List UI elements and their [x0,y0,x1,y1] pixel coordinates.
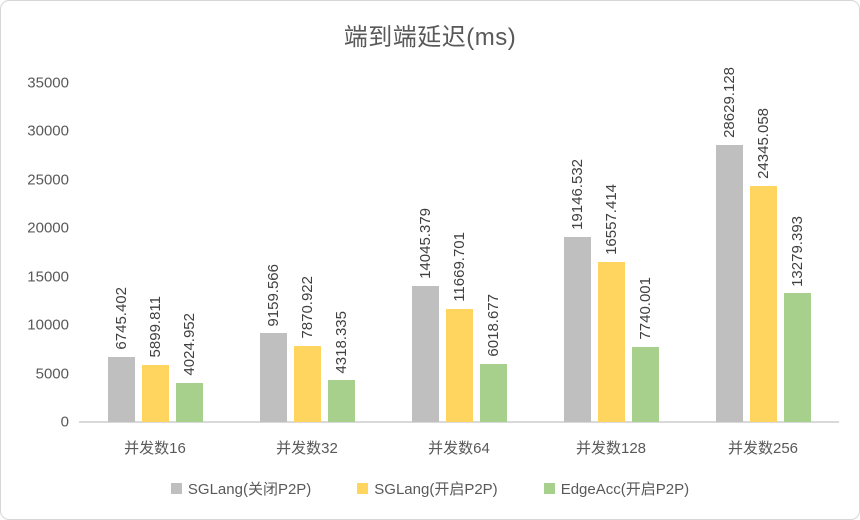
bar-value-label: 7740.001 [636,277,654,340]
bar-value-label: 28629.128 [720,66,738,138]
legend: SGLang(关闭P2P) SGLang(开启P2P) EdgeAcc(开启P2P) [1,478,859,499]
bar [445,309,473,422]
bar-value-label: 9159.566 [264,263,282,327]
plot-area: 6745.402 5899.811 4024.952 9159.566 7870.922… [79,67,839,422]
bar [141,364,169,422]
bar [479,363,507,422]
bar-column: 4318.335 [327,310,355,422]
bar-group: 9159.566 7870.922 4318.335 [231,83,383,422]
bar [107,356,135,422]
bar-value-label: 14045.379 [416,208,434,279]
bar-value-label: 5899.811 [146,296,164,358]
bar-column: 5899.811 [141,296,169,422]
bar [293,345,321,422]
x-axis-line [79,421,839,423]
bar-value-label: 19146.532 [568,158,586,230]
legend-label: SGLang(关闭P2P) [187,481,312,498]
y-tick-label: 0 [60,413,69,431]
bar-value-label: 24345.058 [754,108,772,180]
bar-column: 28629.128 [715,66,743,422]
bar-column: 11669.701 [445,232,473,422]
y-tick-label: 5000 [35,365,69,383]
bar [597,261,625,422]
bar-column: 6018.677 [479,294,507,422]
y-tick-label: 10000 [27,316,69,334]
bar-column: 9159.566 [259,263,287,422]
y-tick-label: 25000 [27,171,69,189]
bar-value-label: 11669.701 [450,232,468,302]
bar [327,380,355,422]
bar [175,383,203,422]
bar-column: 16557.414 [597,183,625,422]
bar-column: 6745.402 [107,287,135,422]
category-label: 并发数16 [124,440,186,457]
legend-item: SGLang(开启P2P) [357,478,498,499]
bar-column: 7740.001 [631,277,659,422]
bar-value-label: 7870.922 [298,276,316,339]
bar-column: 13279.393 [783,215,811,422]
bar-group: 6745.402 5899.811 4024.952 [79,83,231,422]
legend-item: EdgeAcc(开启P2P) [543,478,690,499]
bar-value-label: 4318.335 [332,310,350,374]
legend-label: EdgeAcc(开启P2P) [560,481,690,498]
legend-item: SGLang(关闭P2P) [170,478,312,499]
bar-column: 7870.922 [293,276,321,422]
bar [631,347,659,422]
category-label: 并发数64 [428,440,490,457]
legend-swatch-icon [543,483,555,494]
y-tick-label: 30000 [27,122,69,140]
bar-column: 19146.532 [563,158,591,422]
chart-title: 端到端延迟(ms) [343,24,517,51]
bar [411,286,439,422]
category-label: 并发数32 [276,440,338,457]
bar-value-label: 4024.952 [180,313,198,376]
bar-value-label: 6018.677 [484,294,502,357]
bar [715,144,743,422]
bar-value-label: 6745.402 [112,287,130,350]
legend-label: SGLang(开启P2P) [374,481,498,498]
legend-swatch-icon [357,483,369,494]
bar [563,236,591,422]
bar-group: 14045.379 11669.701 6018.677 [383,83,535,422]
y-tick-label: 15000 [27,268,69,286]
y-tick-label: 35000 [27,74,69,92]
bar-group: 19146.532 16557.414 7740.001 [535,83,687,422]
bar-column: 24345.058 [749,108,777,422]
bar-column: 4024.952 [175,313,203,422]
bar [783,293,811,422]
bar-value-label: 13279.393 [788,215,806,287]
y-tick-label: 20000 [27,219,69,237]
bar-group: 28629.128 24345.058 13279.393 [687,67,839,422]
bar-column: 14045.379 [411,208,439,422]
bar-value-label: 16557.414 [602,183,620,255]
bar [259,333,287,422]
bar [749,186,777,422]
category-label: 并发数256 [727,440,799,457]
legend-swatch-icon [170,483,182,494]
category-label: 并发数128 [575,440,647,457]
